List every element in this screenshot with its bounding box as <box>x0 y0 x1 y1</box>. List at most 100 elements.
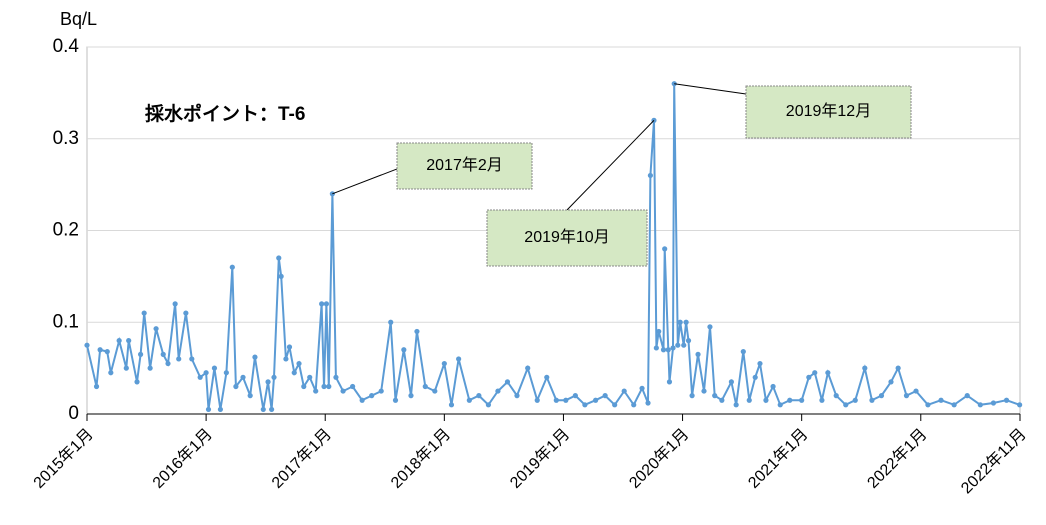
data-point <box>728 379 734 385</box>
data-point <box>733 402 739 408</box>
data-point <box>321 383 327 390</box>
data-point <box>485 402 492 408</box>
data-point <box>964 393 970 399</box>
data-point <box>271 374 277 380</box>
data-point <box>414 328 420 335</box>
data-point <box>466 397 472 403</box>
data-point <box>269 406 275 413</box>
data-point <box>662 246 668 252</box>
data-point <box>719 397 725 403</box>
data-point <box>147 365 153 371</box>
data-point <box>862 365 868 371</box>
data-point <box>278 273 284 279</box>
data-point <box>563 397 569 403</box>
data-point <box>408 393 414 399</box>
data-point <box>323 301 330 307</box>
data-point <box>812 370 818 376</box>
data-point <box>252 354 258 360</box>
callout-text: 2017年2月 <box>426 156 503 174</box>
data-point <box>878 393 885 399</box>
data-point <box>205 406 212 413</box>
data-point <box>763 397 769 403</box>
data-point <box>283 356 289 362</box>
data-point <box>333 374 339 380</box>
data-point <box>84 342 90 348</box>
data-point <box>307 374 313 380</box>
data-point <box>712 393 718 399</box>
data-point <box>689 393 695 399</box>
data-point <box>276 255 282 261</box>
data-point <box>217 406 224 413</box>
data-point <box>93 383 100 390</box>
data-point <box>265 379 271 385</box>
data-point <box>313 388 319 394</box>
data-point <box>211 365 218 371</box>
data-point <box>665 347 671 353</box>
data-point <box>369 393 375 399</box>
data-point <box>432 388 438 394</box>
data-point <box>97 347 103 353</box>
data-point <box>123 365 129 371</box>
y-tick-label: 0 <box>68 403 79 424</box>
subtitle: 採水ポイント：T-6 <box>145 102 305 125</box>
callout-box <box>396 142 533 190</box>
data-point <box>534 397 540 403</box>
data-point <box>833 393 839 399</box>
data-point <box>888 379 894 385</box>
data-point <box>602 393 608 399</box>
data-point <box>240 374 246 380</box>
data-point <box>160 351 166 357</box>
data-point <box>176 356 182 362</box>
data-point <box>326 383 332 390</box>
callout-box <box>486 209 648 267</box>
data-point <box>153 326 159 332</box>
data-point <box>913 388 919 394</box>
data-point <box>104 349 110 355</box>
data-point <box>301 383 307 390</box>
data-point <box>378 388 384 394</box>
data-point <box>504 379 511 385</box>
data-point <box>647 172 653 179</box>
data-point <box>770 383 776 390</box>
data-point <box>752 374 758 380</box>
data-point <box>359 397 365 403</box>
data-point <box>422 383 428 390</box>
data-point <box>392 397 399 403</box>
data-point <box>675 342 681 348</box>
data-point <box>401 347 407 353</box>
data-point <box>291 370 297 376</box>
data-point <box>456 356 462 362</box>
data-point <box>701 388 707 394</box>
data-point <box>777 402 783 408</box>
data-point <box>388 319 394 325</box>
data-point <box>707 324 713 330</box>
data-point <box>247 393 253 399</box>
y-tick-label: 0.3 <box>53 128 79 149</box>
data-point <box>903 393 910 399</box>
data-point <box>229 264 235 270</box>
data-point <box>1003 397 1010 403</box>
callout-box <box>745 85 912 139</box>
data-point <box>514 393 520 399</box>
data-point <box>134 379 140 385</box>
data-point <box>683 319 689 325</box>
data-point <box>165 360 171 367</box>
data-point <box>925 402 931 408</box>
callout-text: 2019年10月 <box>524 228 609 246</box>
data-point <box>189 356 195 362</box>
data-point <box>172 301 178 307</box>
data-point <box>553 397 559 403</box>
data-point <box>631 402 637 408</box>
data-point <box>869 397 875 403</box>
y-tick-label: 0.4 <box>53 36 80 57</box>
data-point <box>621 388 627 394</box>
data-point <box>138 351 144 357</box>
data-point <box>296 360 302 367</box>
data-point <box>593 397 599 403</box>
data-point <box>350 383 356 390</box>
data-point <box>319 301 325 307</box>
data-point <box>116 338 122 344</box>
data-point <box>819 397 825 403</box>
data-point <box>203 370 209 376</box>
